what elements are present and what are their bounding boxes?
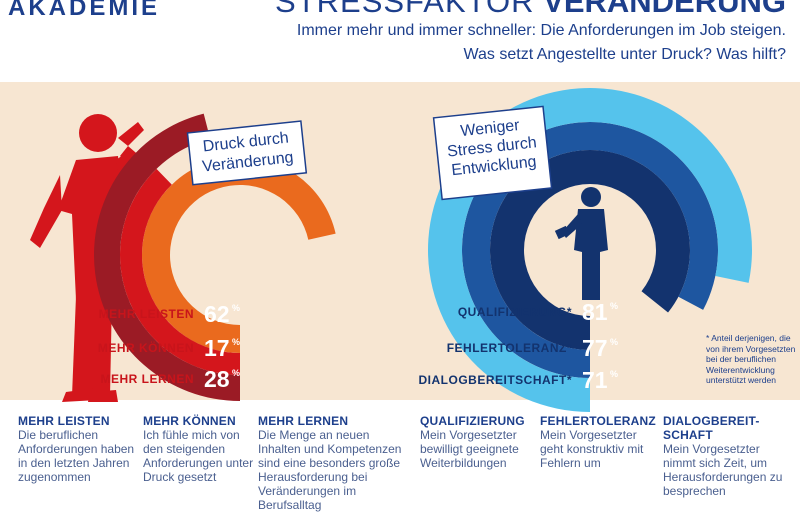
description-text: Mein Vorgesetzter bewilligt geeignete We… — [420, 428, 519, 470]
arc-mehr-lernen — [94, 113, 240, 402]
value-label: 81 — [582, 299, 608, 325]
description-heading: MEHR LERNEN — [258, 414, 349, 428]
category-label: DIALOGBEREITSCHAFT* — [419, 373, 573, 387]
arc-mehr-leisten — [141, 156, 336, 353]
footnote: * Anteil derjenigen, die von ihrem Vorge… — [706, 333, 796, 385]
title-bold: VERÄNDERUNG — [543, 0, 786, 19]
value-label: 62 — [204, 301, 230, 327]
description-text: Mein Vorgesetzter geht konstruktiv mit F… — [540, 428, 644, 470]
blue-chart-title-box: Weniger Stress durch Entwicklung — [432, 105, 553, 201]
unit-label: % — [610, 337, 618, 347]
description-heading: FEHLERTOLERANZ — [540, 414, 656, 428]
brand-logo: AKADEMIE — [8, 0, 161, 21]
arc-qualifizierung- — [489, 149, 690, 350]
blue-arc-chart — [428, 87, 753, 412]
unit-label: % — [232, 337, 240, 347]
description-text: Die Menge an neuen Inhalten und Kompeten… — [258, 428, 402, 512]
unit-label: % — [610, 369, 618, 379]
unit-label: % — [232, 303, 240, 313]
title-light: STRESSFAKTOR — [275, 0, 535, 19]
category-label: FEHLERTOLERANZ* — [447, 341, 572, 355]
value-label: 17 — [204, 335, 230, 361]
description-text: Mein Vorgesetzter nimmt sich Zeit, um He… — [663, 442, 783, 498]
description-heading: DIALOGBEREIT-SCHAFT — [663, 414, 760, 442]
description-text: Die beruflichen Anforderungen haben in d… — [18, 428, 135, 484]
blue-chart-title-line-1: Weniger — [460, 117, 521, 140]
red-chart-title-box: Druck durch Veränderung — [186, 120, 308, 186]
value-label: 77 — [582, 335, 608, 361]
arc-mehr-können — [119, 168, 240, 375]
description-item: DIALOGBEREIT-SCHAFT Mein Vorgesetzter nim… — [663, 414, 783, 498]
category-label: MEHR LERNEN — [100, 372, 194, 386]
red-arc-chart — [94, 113, 336, 402]
description-text: Ich fühle mich von den steigenden Anford… — [143, 428, 254, 484]
blue-chart-labels: QUALIFIZIERUNG* 81 % FEHLERTOLERANZ* 77 % DIAL… — [419, 299, 619, 393]
value-label: 28 — [204, 366, 230, 392]
unit-label: % — [232, 368, 240, 378]
description-item: MEHR KÖNNEN Ich fühle mich von den steige… — [143, 414, 263, 484]
unit-label: % — [610, 301, 618, 311]
description-heading: MEHR KÖNNEN — [143, 414, 236, 428]
description-item: FEHLERTOLERANZ Mein Vorgesetzter geht kon… — [540, 414, 660, 470]
category-label: MEHR LEISTEN — [99, 307, 194, 321]
description-item: MEHR LERNEN Die Menge an neuen Inhalten u… — [258, 414, 410, 512]
person-reading-icon — [554, 187, 608, 300]
description-item: MEHR LEISTEN Die beruflichen Anforderunge… — [18, 414, 138, 484]
category-label: QUALIFIZIERUNG* — [458, 305, 572, 319]
description-item: QUALIFIZIERUNG Mein Vorgesetzter bewillig… — [420, 414, 540, 470]
description-heading: MEHR LEISTEN — [18, 414, 110, 428]
subtitle-line-1: Immer mehr und immer schneller: Die Anfo… — [296, 22, 786, 39]
category-label: MEHR KÖNNEN — [98, 340, 194, 355]
subtitle-line-2: Was setzt Angestellte unter Druck? Was h… — [463, 46, 787, 63]
description-heading: QUALIFIZIERUNG — [420, 414, 525, 428]
value-label: 71 — [582, 367, 608, 393]
page-title: STRESSFAKTOR VERÄNDERUNG — [275, 0, 786, 20]
red-chart-labels: MEHR LEISTEN 62 % MEHR KÖNNEN 17 % MEHR LERNEN… — [98, 301, 240, 392]
